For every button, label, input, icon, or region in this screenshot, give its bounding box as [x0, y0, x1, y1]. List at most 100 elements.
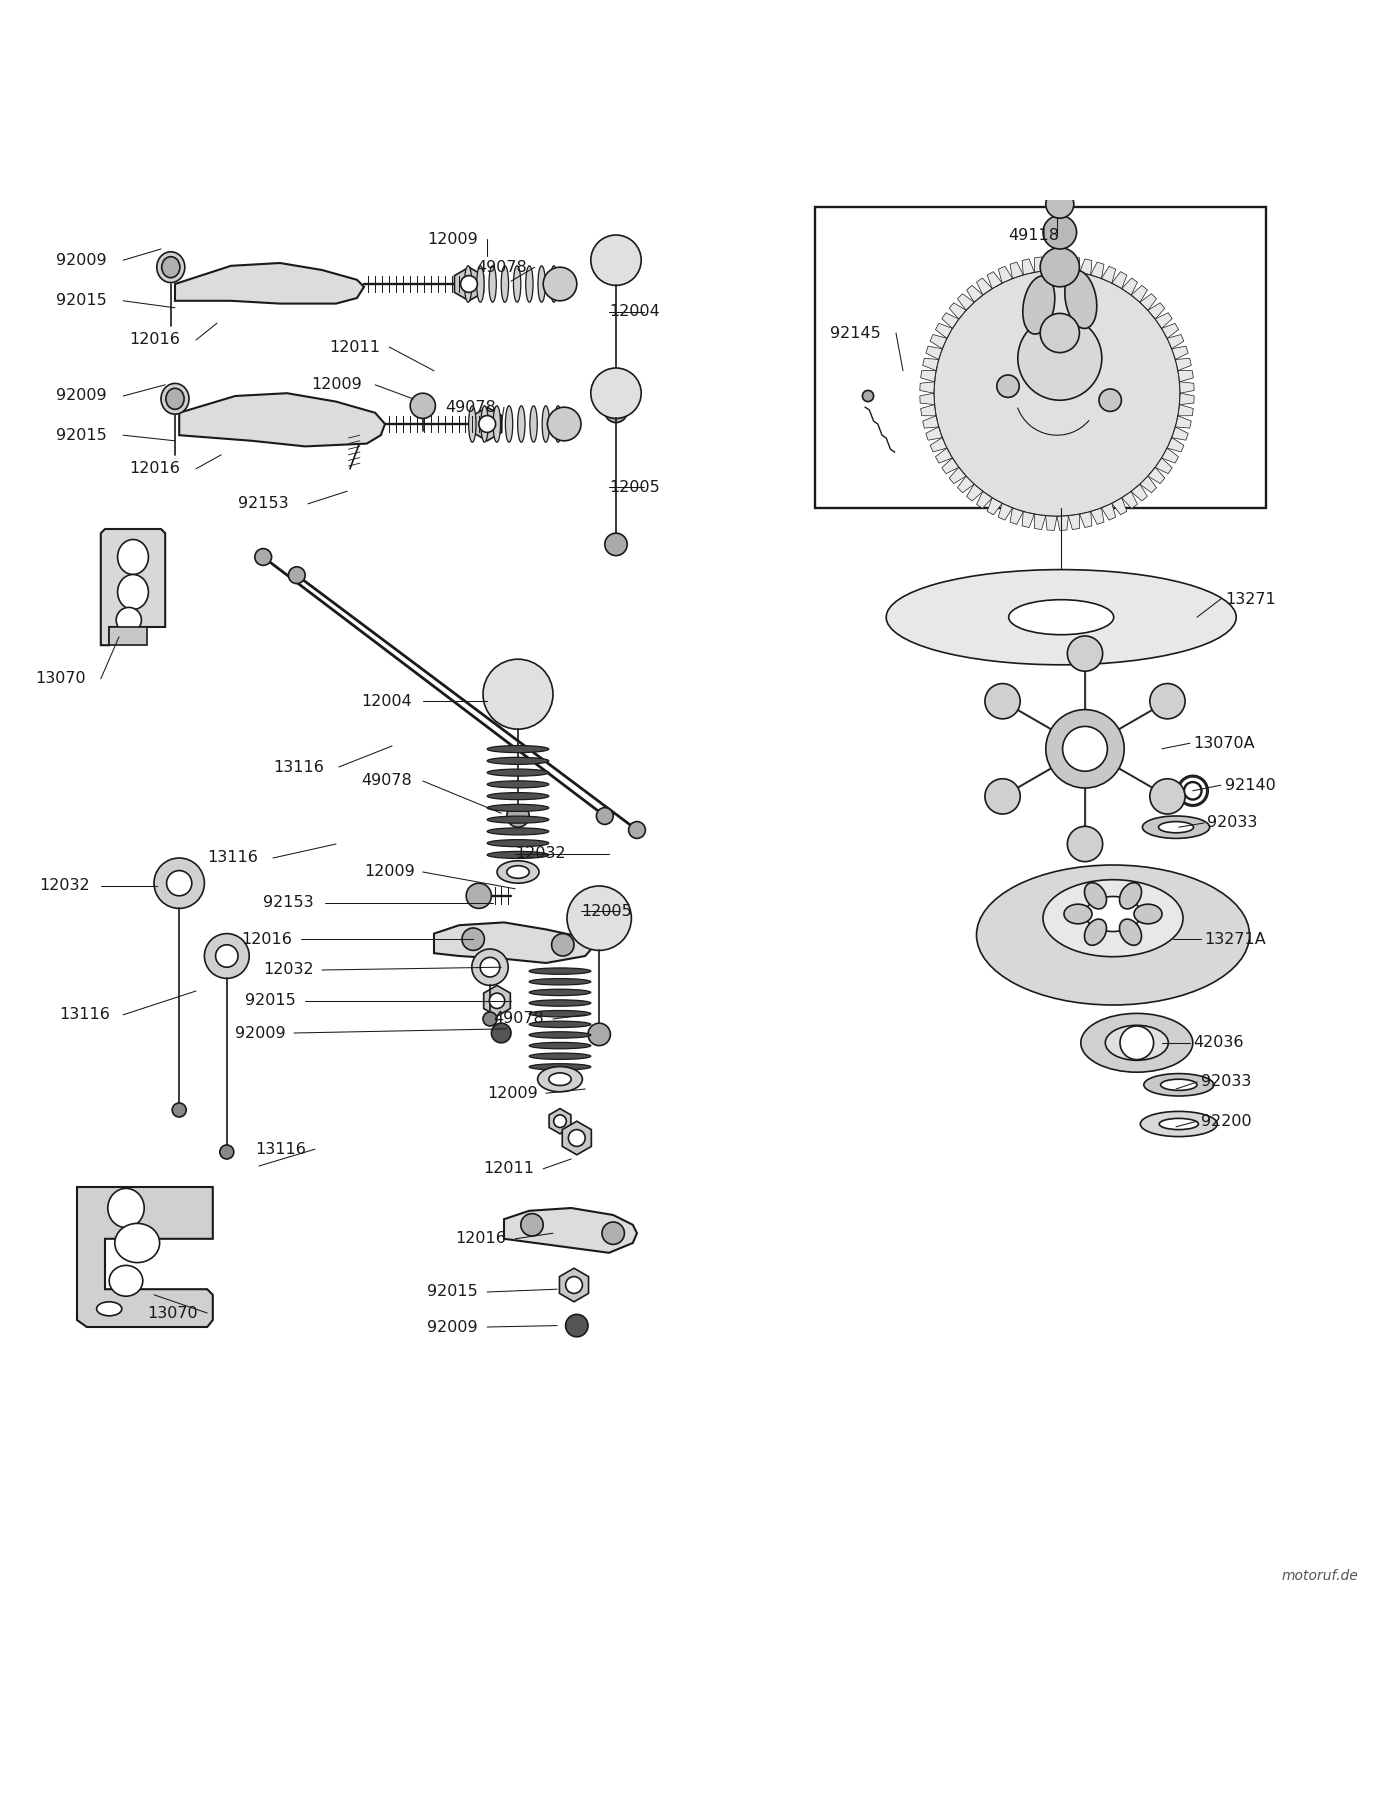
Ellipse shape — [109, 1265, 143, 1296]
Polygon shape — [998, 266, 1012, 283]
Polygon shape — [958, 477, 974, 493]
Ellipse shape — [476, 266, 484, 302]
Text: 13070: 13070 — [147, 1305, 197, 1321]
Ellipse shape — [1008, 599, 1114, 635]
Polygon shape — [987, 499, 1002, 515]
Circle shape — [521, 1213, 543, 1237]
Polygon shape — [77, 1186, 213, 1327]
Circle shape — [596, 808, 613, 824]
Ellipse shape — [1184, 781, 1201, 799]
Circle shape — [216, 945, 238, 967]
Ellipse shape — [1040, 313, 1079, 353]
Ellipse shape — [886, 569, 1236, 664]
Ellipse shape — [518, 405, 525, 443]
Ellipse shape — [1142, 815, 1210, 839]
Polygon shape — [1179, 371, 1193, 382]
Ellipse shape — [487, 851, 549, 859]
Polygon shape — [1140, 293, 1156, 310]
Text: 92009: 92009 — [427, 1319, 477, 1334]
Text: 92200: 92200 — [1201, 1114, 1252, 1129]
Circle shape — [507, 805, 529, 828]
Text: 12032: 12032 — [39, 878, 90, 893]
Circle shape — [588, 1022, 610, 1046]
Polygon shape — [1035, 515, 1046, 529]
Circle shape — [172, 1103, 186, 1118]
Circle shape — [629, 821, 645, 839]
Circle shape — [461, 275, 477, 292]
Polygon shape — [966, 286, 983, 302]
Ellipse shape — [1159, 1118, 1198, 1130]
Text: 92015: 92015 — [56, 293, 106, 308]
Text: 12009: 12009 — [364, 864, 414, 880]
Text: 92145: 92145 — [830, 326, 881, 340]
Polygon shape — [483, 985, 511, 1017]
Polygon shape — [1009, 263, 1023, 279]
Polygon shape — [1168, 335, 1184, 349]
Text: 92009: 92009 — [56, 252, 106, 268]
Polygon shape — [1148, 302, 1165, 319]
Polygon shape — [930, 437, 946, 452]
Text: 92153: 92153 — [238, 497, 288, 511]
Circle shape — [167, 871, 192, 896]
Polygon shape — [175, 263, 364, 304]
Polygon shape — [1179, 405, 1193, 416]
Ellipse shape — [487, 805, 549, 812]
Polygon shape — [1057, 256, 1068, 270]
Ellipse shape — [1065, 270, 1096, 328]
Text: 49078: 49078 — [476, 259, 526, 275]
Ellipse shape — [529, 1042, 591, 1049]
Ellipse shape — [487, 745, 549, 752]
Circle shape — [591, 236, 641, 286]
Circle shape — [220, 1145, 234, 1159]
Polygon shape — [1091, 263, 1105, 279]
Text: 13070A: 13070A — [1193, 736, 1254, 751]
Text: 92009: 92009 — [56, 389, 106, 403]
Text: 13116: 13116 — [255, 1141, 305, 1157]
Ellipse shape — [529, 1064, 591, 1069]
Circle shape — [591, 367, 641, 418]
Text: 12005: 12005 — [581, 904, 631, 918]
Ellipse shape — [487, 758, 549, 765]
Polygon shape — [1148, 468, 1165, 484]
Polygon shape — [1176, 416, 1191, 428]
Ellipse shape — [497, 860, 539, 884]
Text: 12009: 12009 — [311, 378, 361, 392]
Circle shape — [480, 958, 500, 977]
Circle shape — [490, 994, 504, 1008]
Circle shape — [1067, 826, 1103, 862]
Polygon shape — [1046, 256, 1057, 270]
Text: 49078: 49078 — [493, 1012, 543, 1026]
Polygon shape — [1168, 437, 1184, 452]
Circle shape — [1046, 191, 1074, 218]
Circle shape — [1049, 167, 1071, 191]
Ellipse shape — [514, 266, 521, 302]
Circle shape — [934, 270, 1180, 517]
Circle shape — [288, 567, 305, 583]
Ellipse shape — [538, 266, 545, 302]
Polygon shape — [1131, 484, 1148, 500]
Polygon shape — [1131, 286, 1148, 302]
Ellipse shape — [1161, 1080, 1197, 1091]
Circle shape — [862, 391, 874, 401]
Circle shape — [1179, 778, 1207, 805]
Ellipse shape — [538, 1067, 582, 1093]
Polygon shape — [1155, 457, 1172, 473]
Circle shape — [483, 1012, 497, 1026]
Text: 92033: 92033 — [1201, 1075, 1252, 1089]
Ellipse shape — [480, 405, 489, 443]
Circle shape — [568, 1130, 585, 1147]
Polygon shape — [935, 448, 952, 463]
Ellipse shape — [1106, 1026, 1169, 1060]
Circle shape — [567, 886, 631, 950]
Ellipse shape — [529, 979, 591, 985]
Text: 12009: 12009 — [487, 1085, 538, 1100]
Text: 42036: 42036 — [1193, 1035, 1243, 1049]
Ellipse shape — [487, 769, 549, 776]
Ellipse shape — [507, 866, 529, 878]
Text: 12004: 12004 — [609, 304, 659, 320]
Polygon shape — [1176, 358, 1191, 371]
Ellipse shape — [1043, 880, 1183, 958]
Circle shape — [1099, 389, 1121, 412]
Ellipse shape — [554, 405, 561, 443]
Ellipse shape — [1085, 882, 1106, 909]
